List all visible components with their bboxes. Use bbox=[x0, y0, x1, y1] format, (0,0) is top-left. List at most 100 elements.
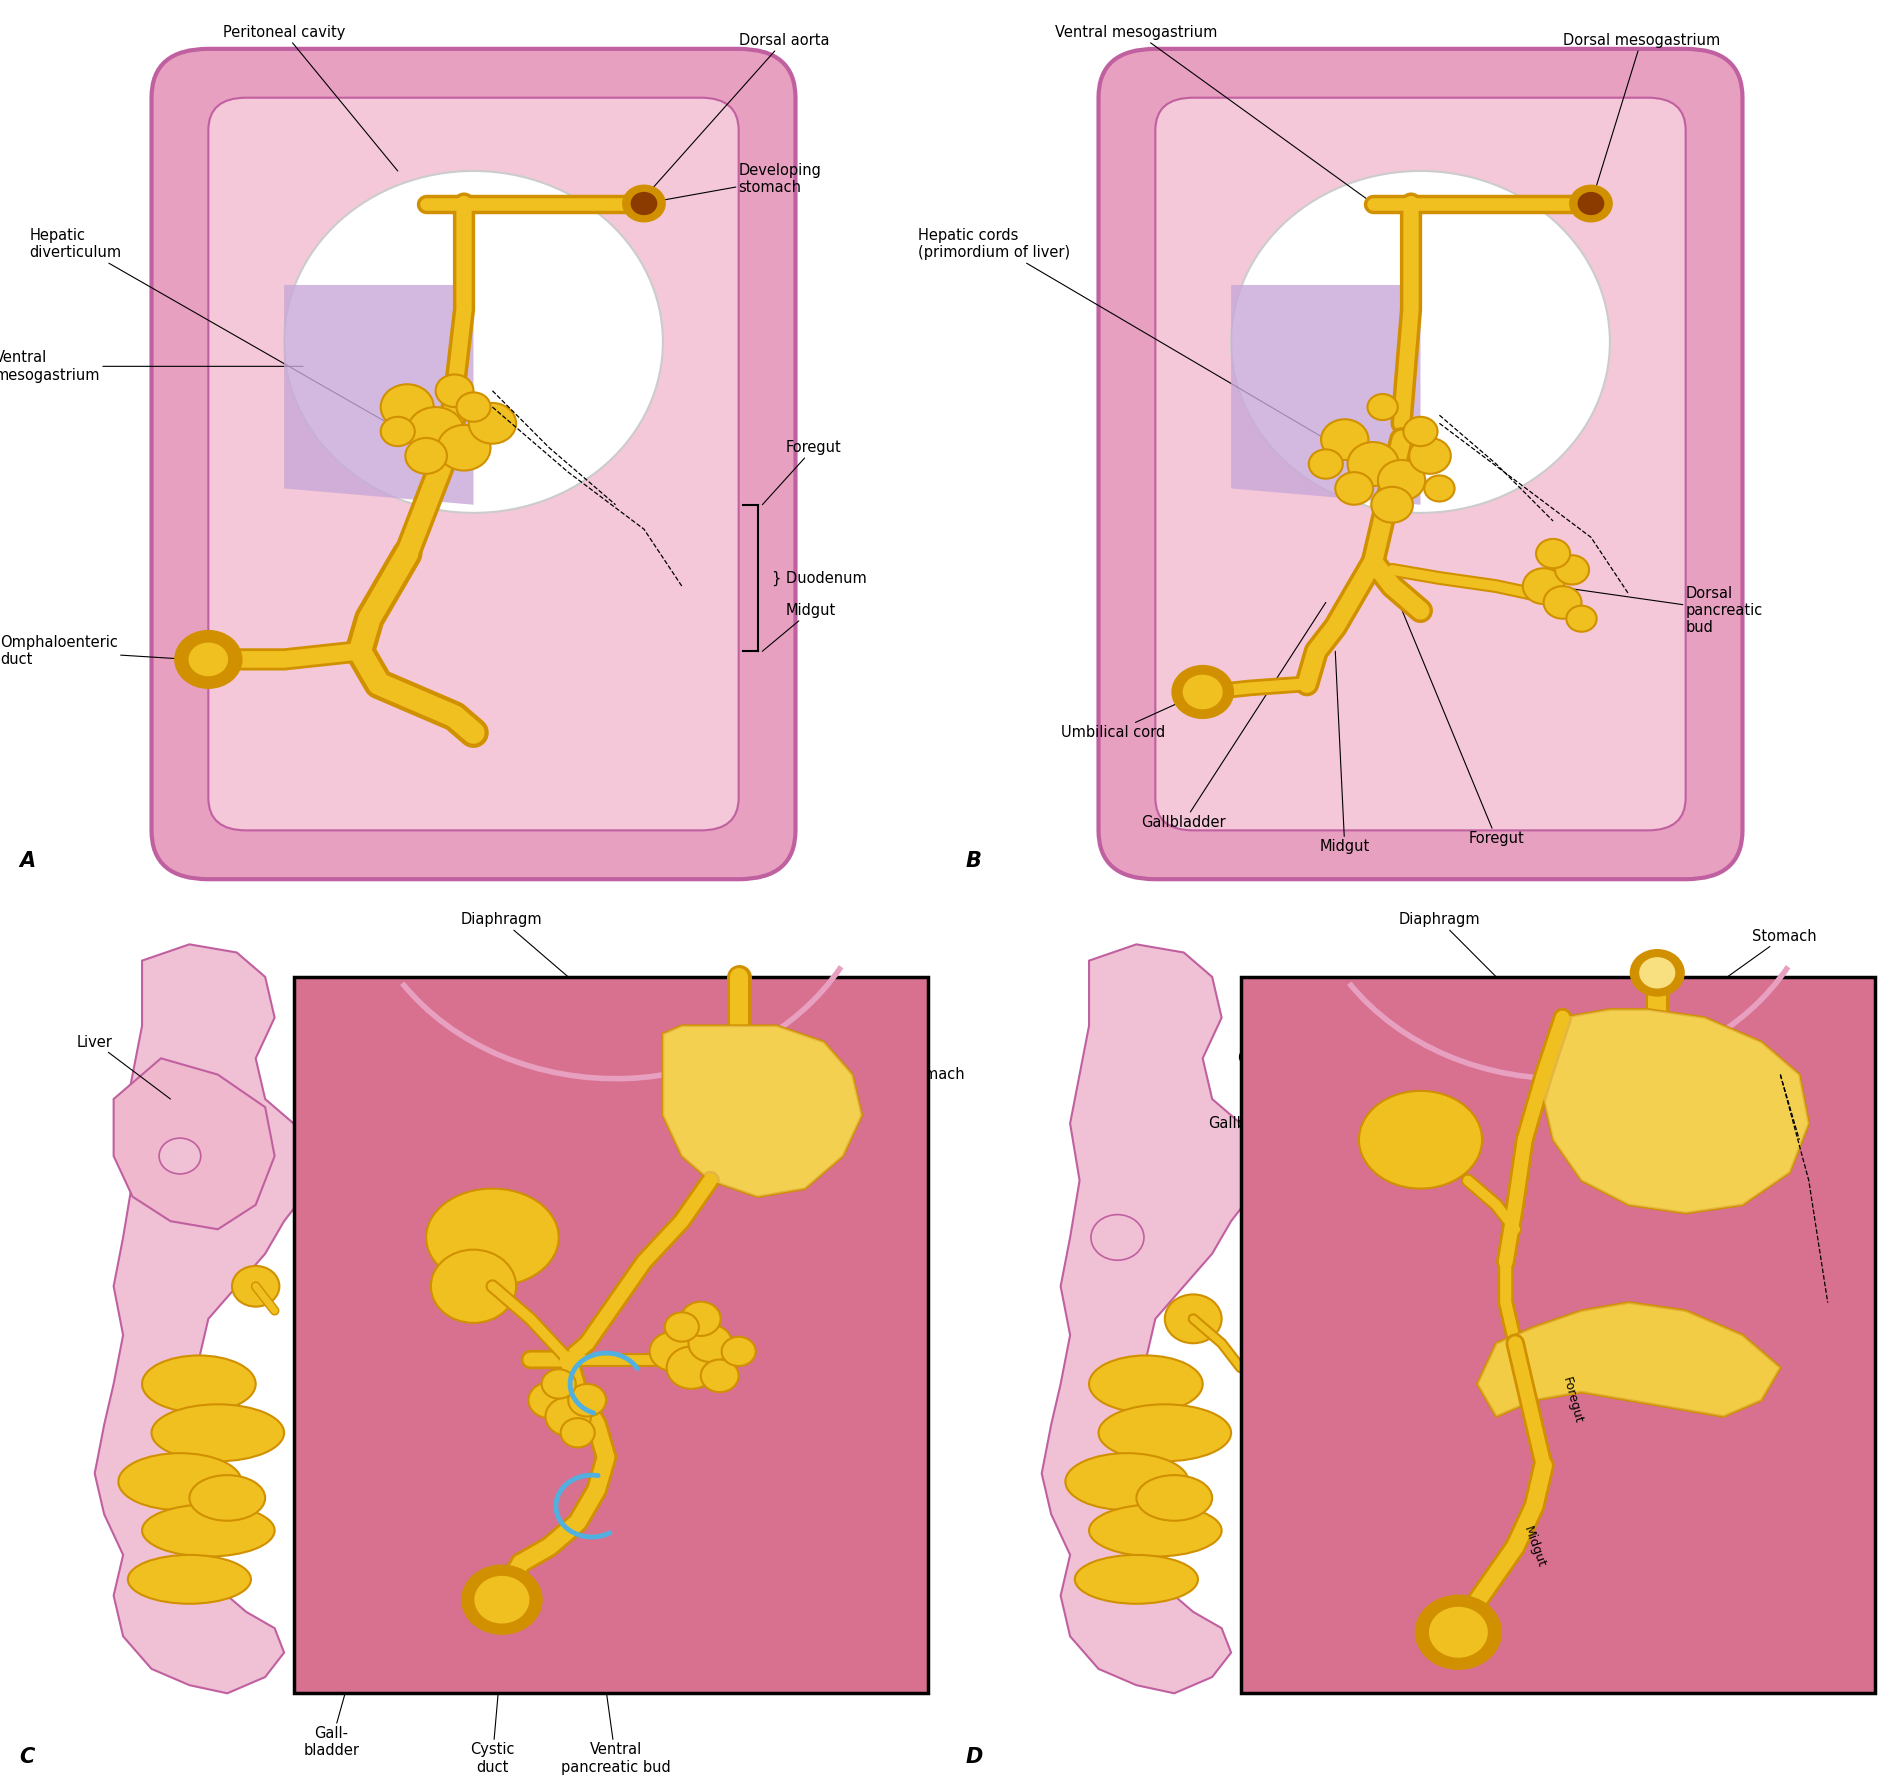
Circle shape bbox=[528, 1383, 570, 1418]
Text: Midgut: Midgut bbox=[761, 604, 837, 652]
Circle shape bbox=[405, 439, 447, 475]
Circle shape bbox=[1322, 419, 1367, 460]
Circle shape bbox=[722, 1336, 756, 1367]
Text: Cystic duct: Cystic duct bbox=[1237, 1051, 1468, 1164]
Ellipse shape bbox=[117, 1453, 242, 1510]
Text: Bile duct: Bile duct bbox=[460, 1148, 597, 1263]
Text: Foregut: Foregut bbox=[1392, 586, 1525, 845]
Circle shape bbox=[1424, 475, 1455, 501]
Ellipse shape bbox=[142, 1356, 256, 1413]
Circle shape bbox=[1570, 186, 1612, 222]
Text: C: C bbox=[19, 1746, 34, 1766]
Polygon shape bbox=[663, 1026, 862, 1196]
Circle shape bbox=[1536, 539, 1570, 568]
Text: Dorsal
pancreatic
bud: Dorsal pancreatic bud bbox=[729, 1318, 883, 1368]
Ellipse shape bbox=[1136, 1476, 1212, 1521]
Polygon shape bbox=[1544, 1010, 1809, 1213]
Text: Hepatic
diverticulum: Hepatic diverticulum bbox=[30, 227, 388, 423]
Text: Dorsal mesogastrium: Dorsal mesogastrium bbox=[1563, 34, 1720, 204]
Text: Fused dorsal
and ventral
pancreatic
buds: Fused dorsal and ventral pancreatic buds bbox=[1733, 1334, 1835, 1401]
Circle shape bbox=[436, 374, 474, 407]
Text: Gallbladder: Gallbladder bbox=[1208, 1116, 1373, 1139]
Bar bbox=[1241, 976, 1875, 1692]
Circle shape bbox=[689, 1325, 733, 1361]
Text: Foregut: Foregut bbox=[1559, 1375, 1585, 1426]
Ellipse shape bbox=[1360, 1091, 1483, 1189]
Circle shape bbox=[542, 1370, 576, 1399]
Circle shape bbox=[1165, 1295, 1222, 1343]
Ellipse shape bbox=[1089, 1504, 1222, 1556]
Text: Ventral
mesogastrium: Ventral mesogastrium bbox=[0, 351, 303, 383]
Polygon shape bbox=[1477, 1302, 1780, 1417]
Text: Gallbladder: Gallbladder bbox=[1142, 602, 1326, 829]
Text: Duodenal
loop: Duodenal loop bbox=[606, 1449, 875, 1481]
Circle shape bbox=[561, 1418, 595, 1447]
Ellipse shape bbox=[189, 1476, 265, 1521]
Circle shape bbox=[1409, 439, 1451, 475]
Polygon shape bbox=[1231, 285, 1420, 505]
Ellipse shape bbox=[1089, 1356, 1203, 1413]
Circle shape bbox=[1371, 487, 1413, 523]
Polygon shape bbox=[284, 285, 474, 505]
Text: Omphaloenteric
duct: Omphaloenteric duct bbox=[0, 636, 189, 668]
Text: Stomach: Stomach bbox=[833, 1067, 964, 1100]
Circle shape bbox=[1580, 193, 1604, 215]
Ellipse shape bbox=[1064, 1453, 1189, 1510]
Text: Liver: Liver bbox=[78, 1035, 170, 1100]
Bar bbox=[294, 976, 928, 1692]
Text: Diaphragm: Diaphragm bbox=[460, 912, 568, 976]
Circle shape bbox=[456, 392, 491, 421]
Text: Dorsal
pancreatic
bud: Dorsal pancreatic bud bbox=[1553, 586, 1763, 636]
Circle shape bbox=[407, 407, 464, 457]
Text: Gall-
bladder: Gall- bladder bbox=[303, 1302, 455, 1759]
Text: Umbilical cord: Umbilical cord bbox=[1061, 691, 1203, 740]
Ellipse shape bbox=[1099, 1404, 1231, 1461]
Circle shape bbox=[568, 1384, 606, 1417]
Circle shape bbox=[1555, 555, 1589, 584]
Polygon shape bbox=[663, 1026, 862, 1196]
Circle shape bbox=[176, 630, 242, 688]
Circle shape bbox=[381, 417, 415, 446]
Circle shape bbox=[1403, 417, 1438, 446]
Text: Developing
stomach: Developing stomach bbox=[644, 163, 822, 204]
Circle shape bbox=[1523, 568, 1564, 604]
Circle shape bbox=[438, 424, 491, 471]
FancyBboxPatch shape bbox=[152, 48, 795, 879]
Text: Midgut: Midgut bbox=[1521, 1524, 1547, 1569]
Circle shape bbox=[1335, 473, 1373, 505]
Text: Midgut: Midgut bbox=[1320, 652, 1369, 854]
Circle shape bbox=[665, 1313, 699, 1341]
Text: B: B bbox=[966, 851, 981, 870]
Circle shape bbox=[623, 186, 665, 222]
FancyBboxPatch shape bbox=[1099, 48, 1742, 879]
Ellipse shape bbox=[284, 170, 663, 512]
Circle shape bbox=[1349, 442, 1398, 485]
Polygon shape bbox=[1042, 944, 1260, 1692]
Text: A: A bbox=[19, 851, 36, 870]
Ellipse shape bbox=[426, 1189, 559, 1286]
Circle shape bbox=[1415, 1596, 1500, 1669]
Circle shape bbox=[1430, 1608, 1487, 1657]
Text: Ventral
pancreatic bud: Ventral pancreatic bud bbox=[561, 1417, 670, 1775]
Text: Foregut: Foregut bbox=[761, 441, 841, 505]
Ellipse shape bbox=[1076, 1555, 1199, 1603]
Text: Bile duct: Bile duct bbox=[1246, 1214, 1487, 1263]
Circle shape bbox=[650, 1333, 695, 1370]
Text: Ventral mesogastrium: Ventral mesogastrium bbox=[1055, 25, 1373, 204]
Circle shape bbox=[381, 385, 434, 430]
Circle shape bbox=[475, 1576, 528, 1623]
Circle shape bbox=[667, 1347, 716, 1388]
Circle shape bbox=[432, 1250, 515, 1324]
Circle shape bbox=[1367, 394, 1398, 421]
Polygon shape bbox=[114, 1058, 275, 1229]
Text: Peritoneal cavity: Peritoneal cavity bbox=[223, 25, 398, 170]
Circle shape bbox=[1091, 1214, 1144, 1261]
Text: Stomach: Stomach bbox=[1705, 930, 1816, 994]
FancyBboxPatch shape bbox=[1155, 99, 1686, 831]
Circle shape bbox=[188, 641, 229, 677]
Ellipse shape bbox=[152, 1404, 284, 1461]
Circle shape bbox=[470, 403, 515, 444]
Circle shape bbox=[633, 193, 657, 215]
Circle shape bbox=[1184, 675, 1222, 707]
Circle shape bbox=[1544, 586, 1581, 618]
